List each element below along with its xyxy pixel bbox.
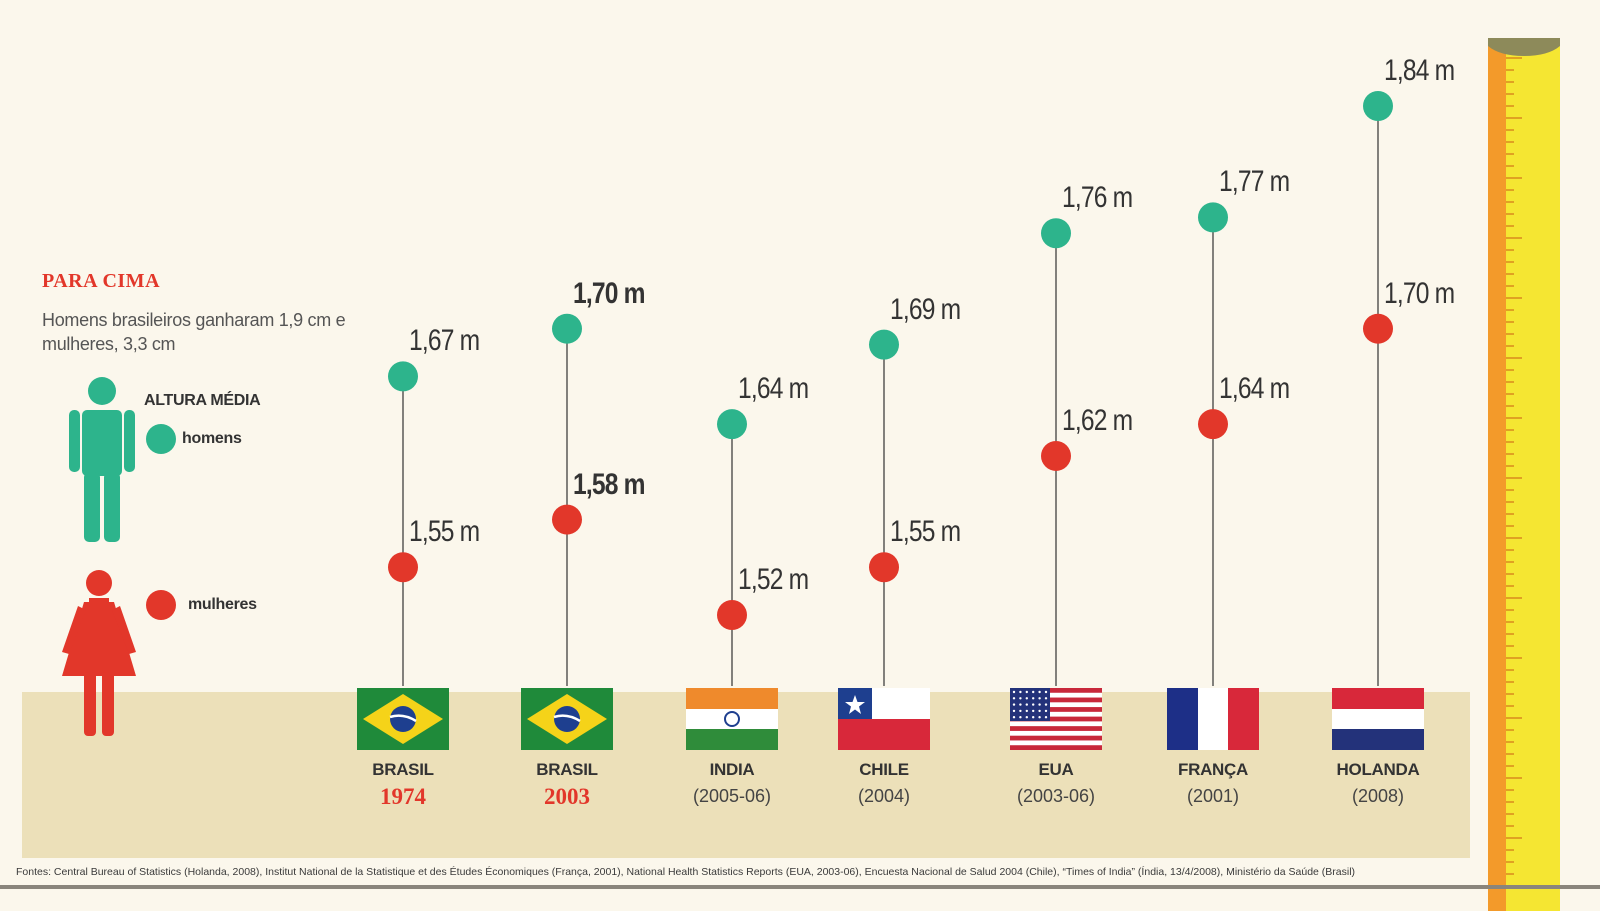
legend-men-label: homens [182,430,242,447]
men-value-label: 1,70 m [573,276,645,310]
year-label: (2003-06) [1016,786,1096,806]
women-value-label: 1,55 m [409,515,480,549]
women-point [1198,409,1228,440]
men-value-label: 1,84 m [1384,54,1455,87]
sources-note: Fontes: Central Bureau of Statistics (Ho… [16,866,1356,878]
men-point [1198,202,1228,233]
year-label: (2001) [1186,786,1240,806]
ruler-cap [1488,38,1560,56]
women-point [717,600,747,630]
chart-subtitle: Homens brasileiros ganharam 1,9 cm e mul… [42,310,346,354]
legend-women-dot [146,590,176,620]
women-value-label: 1,58 m [573,467,645,501]
women-value-label: 1,70 m [1384,276,1455,310]
men-point [717,409,747,440]
men-point [1041,218,1071,249]
men-point [388,361,418,392]
women-value-label: 1,64 m [1219,372,1290,406]
legend-title: ALTURA MÉDIA [144,392,261,409]
women-value-label: 1,55 m [890,515,961,549]
country-label: BRASIL [536,760,598,779]
chart-title: PARA CIMA [42,270,161,292]
country-label: HOLANDA [1336,760,1420,779]
year-label: (2005-06) [692,786,772,806]
legend-men-dot [146,424,176,454]
women-point [388,552,418,583]
brazil-flag [357,688,449,750]
measuring-ruler [1488,38,1560,911]
year-label: (2004) [857,786,911,806]
brazil-flag [521,688,613,750]
india-flag [686,688,778,750]
women-value-label: 1,52 m [738,563,809,596]
ruler-body [1506,38,1560,911]
netherlands-flag [1332,688,1424,750]
year-label: 1974 [380,784,426,809]
france-flag [1167,688,1259,750]
women-value-label: 1,62 m [1062,403,1133,437]
usa-flag [1010,688,1102,750]
country-label: INDIA [709,760,755,779]
year-label: (2008) [1351,786,1405,806]
chile-flag [838,688,930,750]
country-label: CHILE [859,760,909,779]
legend-women-label: mulheres [188,596,257,613]
men-value-label: 1,76 m [1062,181,1133,215]
country-label: EUA [1038,760,1074,779]
men-value-label: 1,77 m [1219,165,1290,199]
woman-icon [62,570,136,736]
country-label: BRASIL [372,760,434,779]
women-point [869,552,899,583]
men-value-label: 1,64 m [738,372,809,406]
year-label: 2003 [544,784,590,809]
women-point [1041,440,1071,471]
women-point [1363,313,1393,344]
men-point [1363,91,1393,121]
men-point [869,329,899,360]
ruler-edge [1488,38,1506,911]
women-point [552,504,582,535]
footer-rule [0,885,1600,889]
men-value-label: 1,67 m [409,324,480,358]
men-point [552,313,582,344]
man-icon [69,377,135,542]
men-value-label: 1,69 m [890,292,961,326]
country-label: FRANÇA [1178,760,1248,779]
